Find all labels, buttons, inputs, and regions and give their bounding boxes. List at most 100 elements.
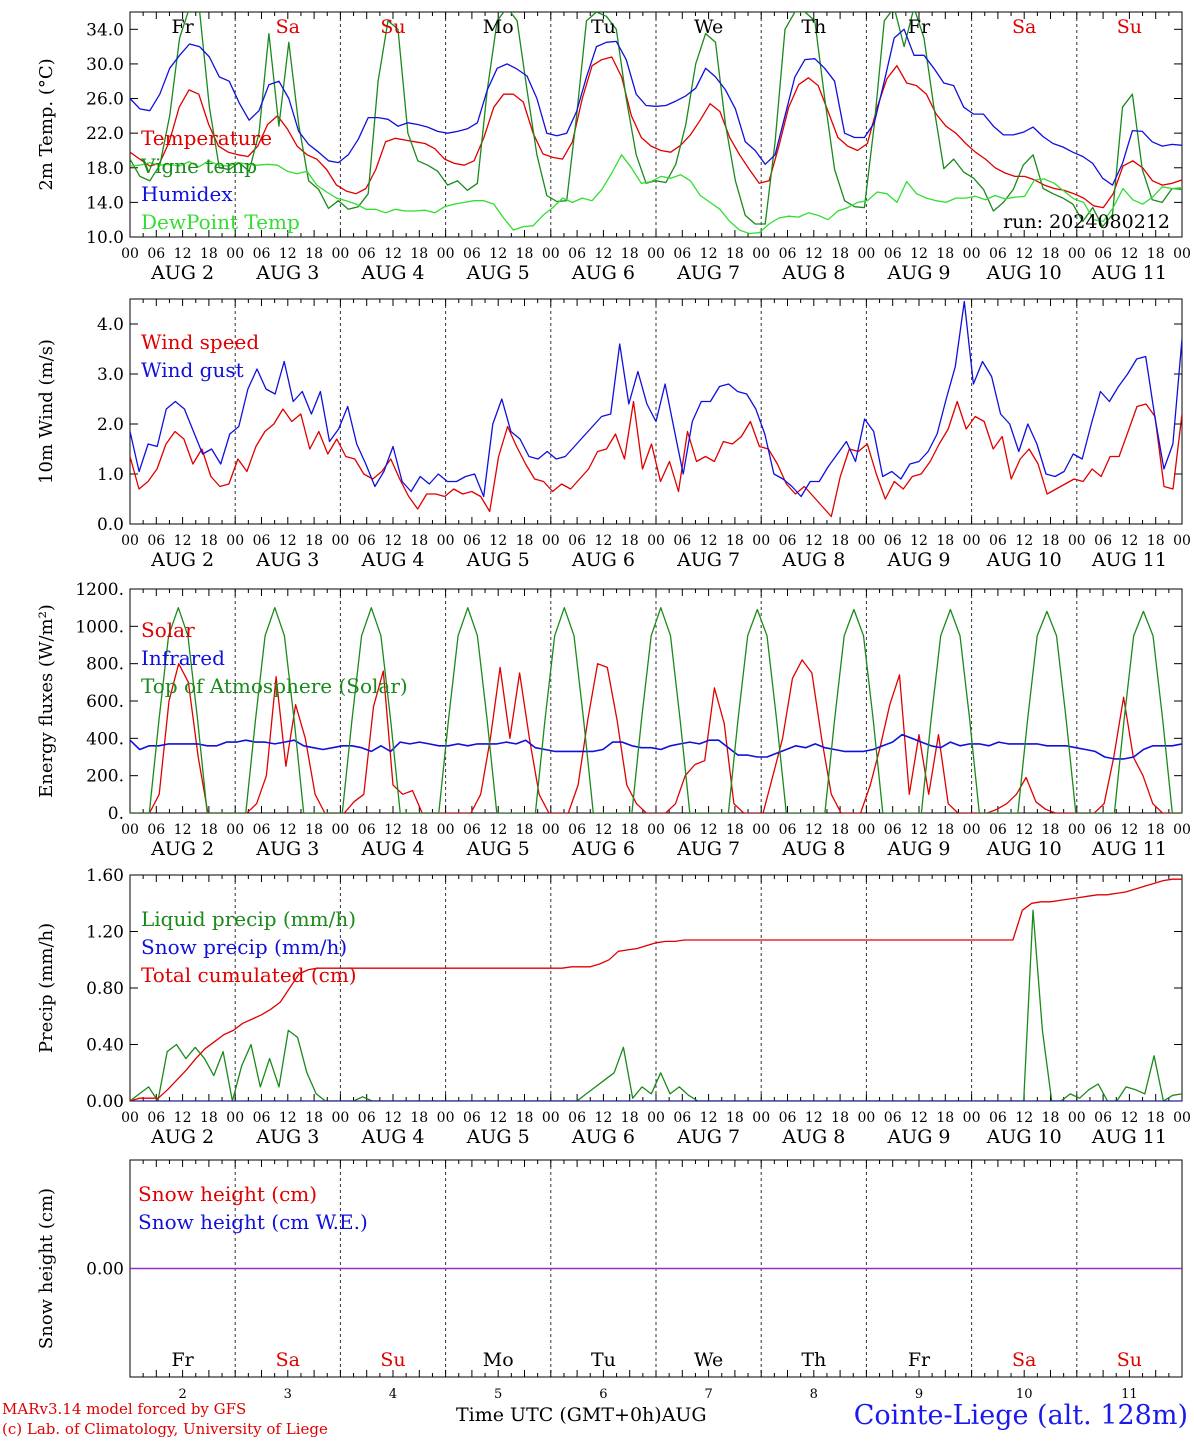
hour-tick-label: 00 [121,822,139,838]
day-number-label: 5 [494,1387,502,1402]
hour-tick-label: 18 [200,822,218,838]
hour-tick-label: 06 [147,1110,165,1126]
y-tick-label: 34.0 [86,20,124,40]
weekday-label: Tu [591,1349,616,1371]
hour-tick-label: 06 [1094,1110,1112,1126]
hour-tick-label: 12 [384,533,402,549]
hour-tick-label: 18 [305,246,323,262]
lab-credit: (c) Lab. of Climatology, University of L… [2,1420,328,1438]
y-tick-label: 4.0 [97,315,124,335]
hour-tick-label: 06 [147,533,165,549]
hour-tick-label: 06 [358,1110,376,1126]
day-number-label: 9 [915,1387,923,1402]
day-number-label: 7 [704,1387,712,1402]
hour-tick-label: 12 [1015,822,1033,838]
legend-entry: Top of Atmosphere (Solar) [141,674,408,698]
day-number-label: 4 [389,1387,397,1402]
hour-tick-label: 00 [226,1110,244,1126]
weekday-label: Mo [483,16,514,38]
weekday-label: Fr [171,16,194,38]
hour-tick-label: 00 [437,533,455,549]
date-label: AUG 6 [571,549,635,571]
hour-tick-label: 06 [779,822,797,838]
y-axis-label: 10m Wind (m/s) [36,339,57,484]
hour-tick-label: 18 [200,533,218,549]
hour-tick-label: 18 [936,1110,954,1126]
y-tick-label: 18.0 [86,159,124,179]
hour-tick-label: 06 [568,533,586,549]
hour-tick-label: 18 [936,533,954,549]
weekday-label: Fr [171,1349,194,1371]
date-label: AUG 2 [150,262,214,284]
date-label: AUG 3 [255,838,319,860]
hour-tick-label: 12 [594,246,612,262]
y-tick-label: 0.40 [86,1036,124,1056]
series-line [130,154,1182,235]
hour-tick-label: 00 [857,1110,875,1126]
legend-entry: Wind speed [141,330,259,354]
series-line [130,659,1182,813]
legend-entry: Wind gust [141,358,244,382]
y-tick-label: 800. [86,655,124,675]
date-label: AUG 4 [360,549,424,571]
y-axis-label: Energy fluxes (W/m²) [36,604,57,798]
legend-entry: Snow height (cm W.E.) [138,1210,368,1234]
run-label: run: 2024080212 [1003,211,1170,233]
hour-tick-label: 18 [1042,533,1060,549]
weekday-label: Su [380,16,405,38]
day-number-label: 11 [1121,1387,1138,1402]
hour-tick-label: 00 [331,246,349,262]
legend-entry: Infrared [141,646,225,670]
hour-tick-label: 06 [463,1110,481,1126]
hour-tick-label: 06 [989,1110,1007,1126]
date-label: AUG 2 [150,549,214,571]
hour-tick-label: 00 [647,1110,665,1126]
hour-tick-label: 12 [279,246,297,262]
date-label: AUG 2 [150,838,214,860]
hour-tick-label: 18 [726,1110,744,1126]
hour-tick-label: 18 [831,246,849,262]
date-label: AUG 4 [360,838,424,860]
y-tick-label: 10.0 [86,228,124,248]
hour-tick-label: 06 [463,533,481,549]
hour-tick-label: 00 [963,246,981,262]
weekday-label: Sa [276,1349,300,1371]
date-label: AUG 8 [781,1126,845,1148]
hour-tick-label: 18 [726,822,744,838]
time-label: Time UTC (GMT+0h) [456,1404,662,1426]
x-axis-label: Time UTC (GMT+0h)AUG [456,1404,707,1426]
hour-tick-label: 18 [621,246,639,262]
series-line [130,56,1182,209]
y-tick-label: 0.00 [86,1260,124,1280]
weekday-label: Fr [908,1349,931,1371]
hour-tick-label: 18 [410,533,428,549]
hour-tick-label: 06 [463,246,481,262]
y-axis-label: 2m Temp. (°C) [36,58,57,190]
hour-tick-label: 12 [1120,822,1138,838]
weekday-label: Su [380,1349,405,1371]
legend-entry: Snow height (cm) [138,1182,317,1206]
date-label: AUG 8 [781,549,845,571]
y-tick-label: 3.0 [97,365,124,385]
weekday-label: Sa [276,16,300,38]
date-label: AUG 8 [781,838,845,860]
date-label: AUG 3 [255,549,319,571]
hour-tick-label: 06 [147,246,165,262]
hour-tick-label: 12 [1015,1110,1033,1126]
hour-tick-label: 12 [174,533,192,549]
hour-tick-label: 00 [121,533,139,549]
y-tick-label: 200. [86,767,124,787]
hour-tick-label: 00 [226,533,244,549]
hour-tick-label: 12 [805,822,823,838]
hour-tick-label: 00 [1068,533,1086,549]
weekday-label: We [694,16,723,38]
y-tick-label: 0.0 [97,515,124,535]
hour-tick-label: 12 [489,1110,507,1126]
hour-tick-label: 12 [174,246,192,262]
date-label: AUG 9 [886,262,950,284]
y-tick-label: 2.0 [97,415,124,435]
legend-entry: Liquid precip (mm/h) [141,907,356,931]
series-line [130,607,1182,813]
hour-tick-label: 06 [884,533,902,549]
hour-tick-label: 06 [253,246,271,262]
